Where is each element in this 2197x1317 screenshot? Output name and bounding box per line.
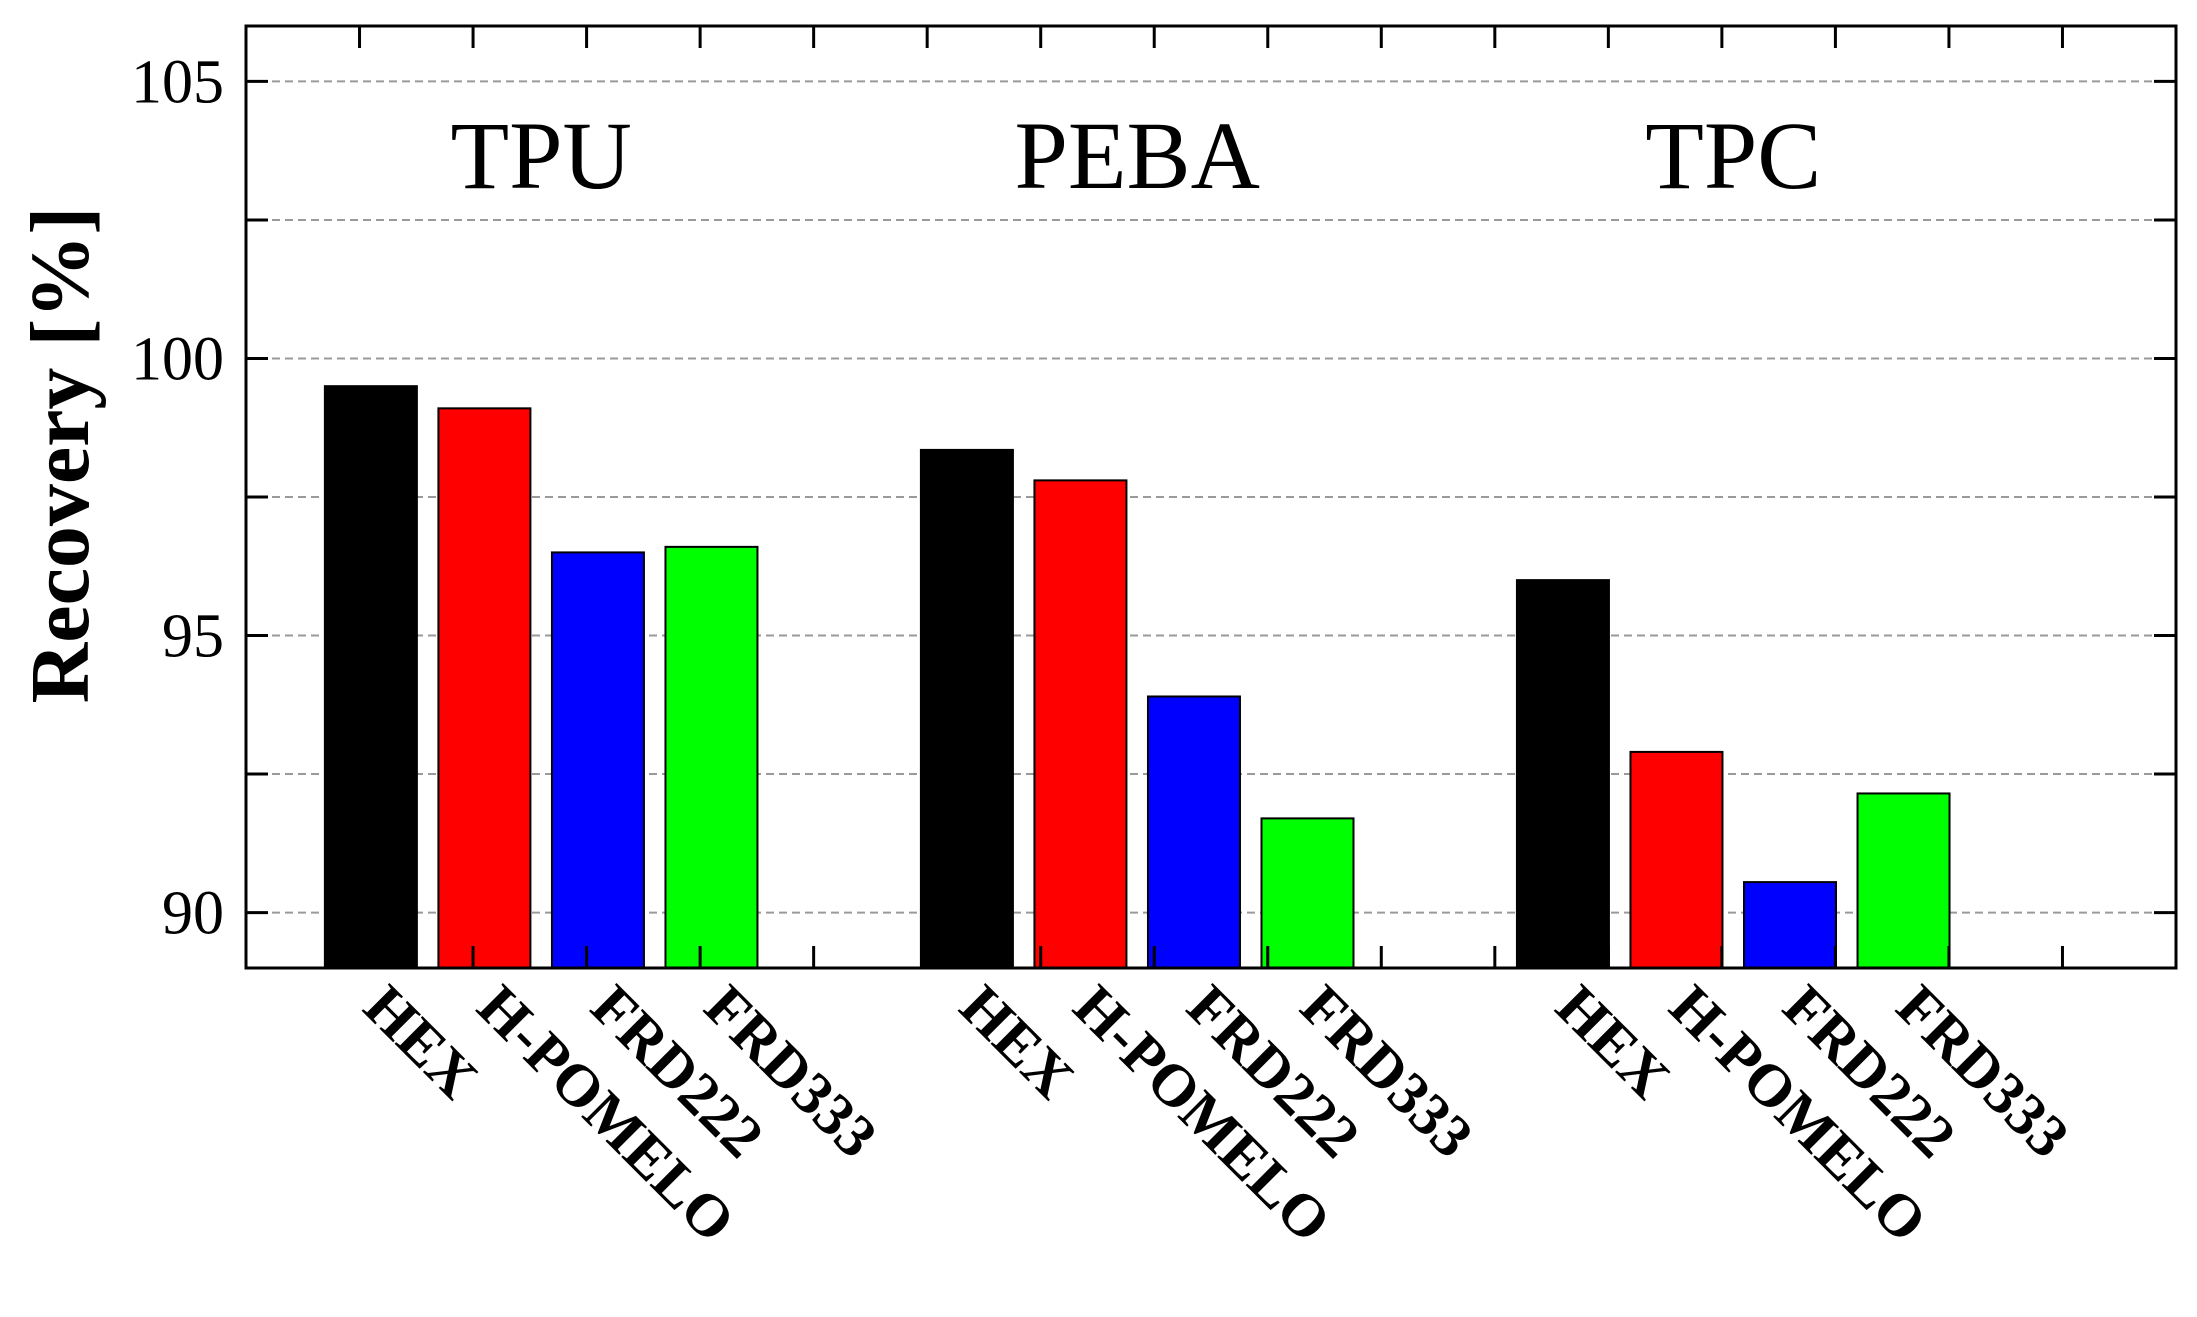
category-label: HEX <box>352 973 491 1112</box>
axis-ticks <box>246 26 2176 968</box>
category-label: HEX <box>948 973 1087 1112</box>
bar-peba-frd333 <box>1260 817 1355 970</box>
bar-tpu-frd333 <box>664 545 759 970</box>
bar-tpc-h-pomelo <box>1629 750 1724 969</box>
category-label: HEX <box>1544 973 1683 1112</box>
bar-tpc-hex <box>1515 579 1610 970</box>
bar-peba-frd222 <box>1146 695 1241 969</box>
y-axis-label: Recovery [%] <box>14 207 107 704</box>
group-label-peba: PEBA <box>1015 102 1260 209</box>
bar-tpu-frd222 <box>550 551 645 969</box>
y-tick-label: 90 <box>162 880 224 948</box>
group-label-tpu: TPU <box>450 102 631 209</box>
bars <box>323 385 1951 970</box>
bar-peba-h-pomelo <box>1033 479 1128 969</box>
bar-tpc-frd333 <box>1856 792 1951 969</box>
bar-tpc-frd222 <box>1743 881 1837 969</box>
bar-peba-hex <box>919 448 1014 969</box>
y-tick-label: 100 <box>131 325 224 393</box>
y-tick-label: 95 <box>162 603 224 671</box>
y-tick-label: 105 <box>131 48 224 116</box>
bar-tpu-h-pomelo <box>437 407 532 969</box>
group-label-tpc: TPC <box>1645 102 1821 209</box>
bar-tpu-hex <box>323 385 418 970</box>
